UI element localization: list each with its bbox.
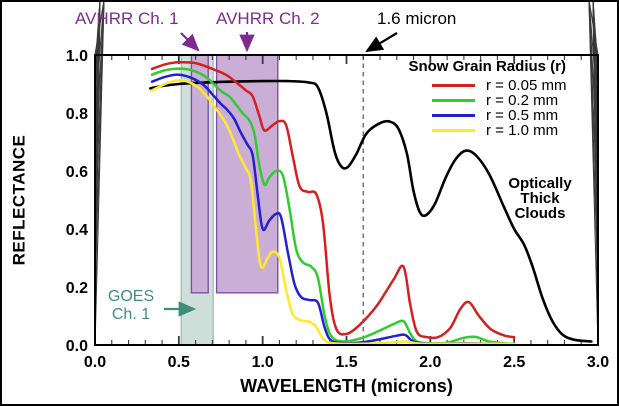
clouds-label-line2: Thick [520, 190, 560, 207]
y-axis-title-wrap: REFLECTANCE [2, 55, 36, 345]
x-tick-label: 0.5 [168, 354, 190, 371]
y-tick-label: 1.0 [66, 48, 88, 65]
x-tick-label: 2.5 [503, 354, 525, 371]
band-avhrr-ch1 [190, 54, 209, 294]
minor-tick [588, 0, 599, 172]
minor-tick [94, 0, 105, 114]
avhrr-ch1-annotation: AVHRR Ch. 1 [75, 9, 179, 28]
goes-label-line2: Ch. 1 [111, 306, 151, 323]
x-tick-label: 1.5 [335, 354, 357, 371]
legend-item: r = 0.5 mm [408, 107, 566, 124]
legend-item: r = 0.05 mm [408, 77, 567, 94]
avhrr-ch2-annotation: AVHRR Ch. 2 [216, 9, 320, 28]
y-axis-title: REFLECTANCE [9, 134, 29, 266]
goes-ch1-label: GOES Ch. 1 [100, 288, 162, 324]
y-tick-label: 0.2 [66, 280, 88, 297]
clouds-label-line1: Optically [508, 175, 572, 192]
x-tick-label: 1.0 [252, 354, 274, 371]
clouds-label-line3: Clouds [514, 205, 566, 222]
legend-item-label: r = 1.0 mm [486, 122, 559, 139]
y-tick-label: 0.0 [66, 338, 88, 355]
1-6-micron-annotation: 1.6 micron [377, 9, 457, 28]
legend-swatch-icon [432, 114, 475, 117]
x-tick-label: 0.0 [84, 354, 106, 371]
x-tick-label: 3.0 [587, 354, 609, 371]
curve-clouds [149, 79, 593, 343]
goes-label-line1: GOES [107, 288, 155, 305]
minor-tick [588, 0, 599, 56]
legend-item-label: r = 0.05 mm [486, 77, 567, 94]
minor-tick [94, 0, 105, 56]
y-tick-label: 0.6 [66, 164, 88, 181]
annotation-arrows [164, 32, 398, 317]
legend-swatch-icon [432, 99, 475, 102]
minor-tick [588, 0, 599, 114]
legend-item: r = 0.2 mm [408, 92, 566, 109]
legend-swatch-icon [432, 84, 475, 87]
legend-rows: r = 0.05 mm r = 0.2 mm r = 0.5 mm r = 1.0 m… [408, 77, 567, 139]
curve-r10 [150, 79, 516, 346]
legend: Snow Grain Radius (r) r = 0.05 mm r = 0.2… [408, 58, 567, 139]
y-tick-label: 0.4 [66, 222, 88, 239]
x-tick-label: 2.0 [419, 354, 441, 371]
legend-item-label: r = 0.2 mm [486, 92, 559, 109]
legend-swatch-icon [432, 129, 475, 132]
minor-tick [94, 0, 105, 172]
y-tick-label: 0.8 [66, 106, 88, 123]
optically-thick-clouds-label: Optically Thick Clouds [492, 176, 588, 221]
avhrr-ch1-arrow-icon [180, 32, 200, 52]
plot-frame [94, 54, 599, 346]
legend-item: r = 1.0 mm [408, 122, 566, 139]
curve-r005 [150, 60, 516, 340]
legend-title: Snow Grain Radius (r) [408, 58, 566, 75]
1-6-micron-arrow-icon [365, 32, 398, 53]
chart-layer: 0.0 0.5 1.0 1.5 2.0 2.5 3.0 0.0 0.2 0.4 0.6 0.8 1.0 [66, 0, 609, 371]
legend-item-label: r = 0.5 mm [486, 107, 559, 124]
curve-r05 [150, 73, 516, 346]
x-axis-title: WAVELENGTH (microns) [240, 376, 453, 396]
